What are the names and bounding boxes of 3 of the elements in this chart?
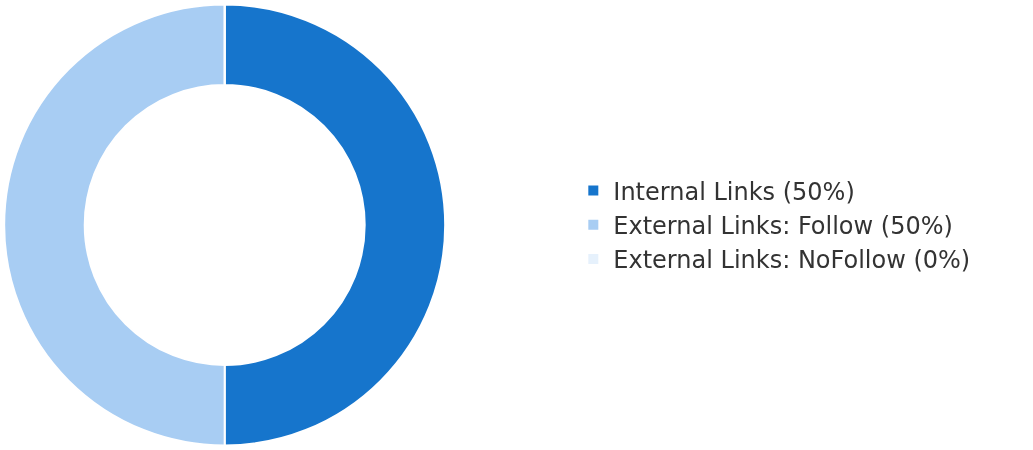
legend-label: External Links: Follow (50%)	[613, 212, 953, 241]
legend-label: Internal Links (50%)	[613, 177, 855, 206]
legend-label: External Links: NoFollow (0%)	[613, 246, 971, 275]
